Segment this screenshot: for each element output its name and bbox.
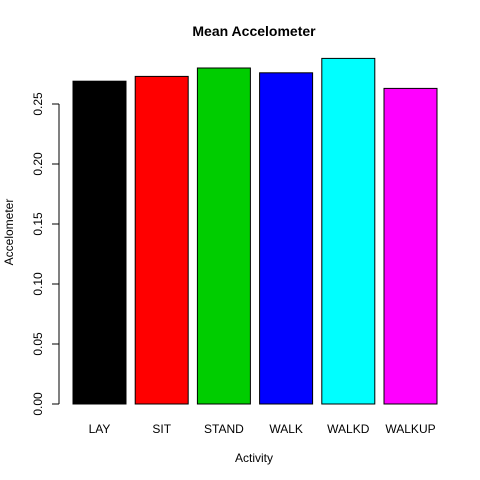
y-tick-label: 0.20	[31, 152, 45, 176]
bar-walkup	[384, 88, 437, 404]
bar-walk	[260, 73, 313, 404]
bar-walkd	[322, 58, 375, 404]
bar-sit	[135, 76, 188, 404]
bar-lay	[73, 81, 126, 404]
x-tick-label-walk: WALK	[269, 422, 303, 436]
x-tick-label-sit: SIT	[152, 422, 171, 436]
chart-title: Mean Accelometer	[192, 23, 316, 39]
y-tick-label: 0.05	[31, 332, 45, 356]
y-tick-label: 0.15	[31, 212, 45, 236]
x-tick-label-lay: LAY	[89, 422, 111, 436]
y-tick-label: 0.10	[31, 272, 45, 296]
y-tick-label: 0.25	[31, 92, 45, 116]
x-axis-label: Activity	[235, 451, 273, 465]
x-tick-label-walkup: WALKUP	[385, 422, 435, 436]
y-tick-label: 0.00	[31, 392, 45, 416]
bar-stand	[197, 68, 250, 404]
x-tick-label-walkd: WALKD	[327, 422, 370, 436]
y-axis-label: Accelometer	[2, 199, 16, 266]
x-tick-label-stand: STAND	[204, 422, 244, 436]
